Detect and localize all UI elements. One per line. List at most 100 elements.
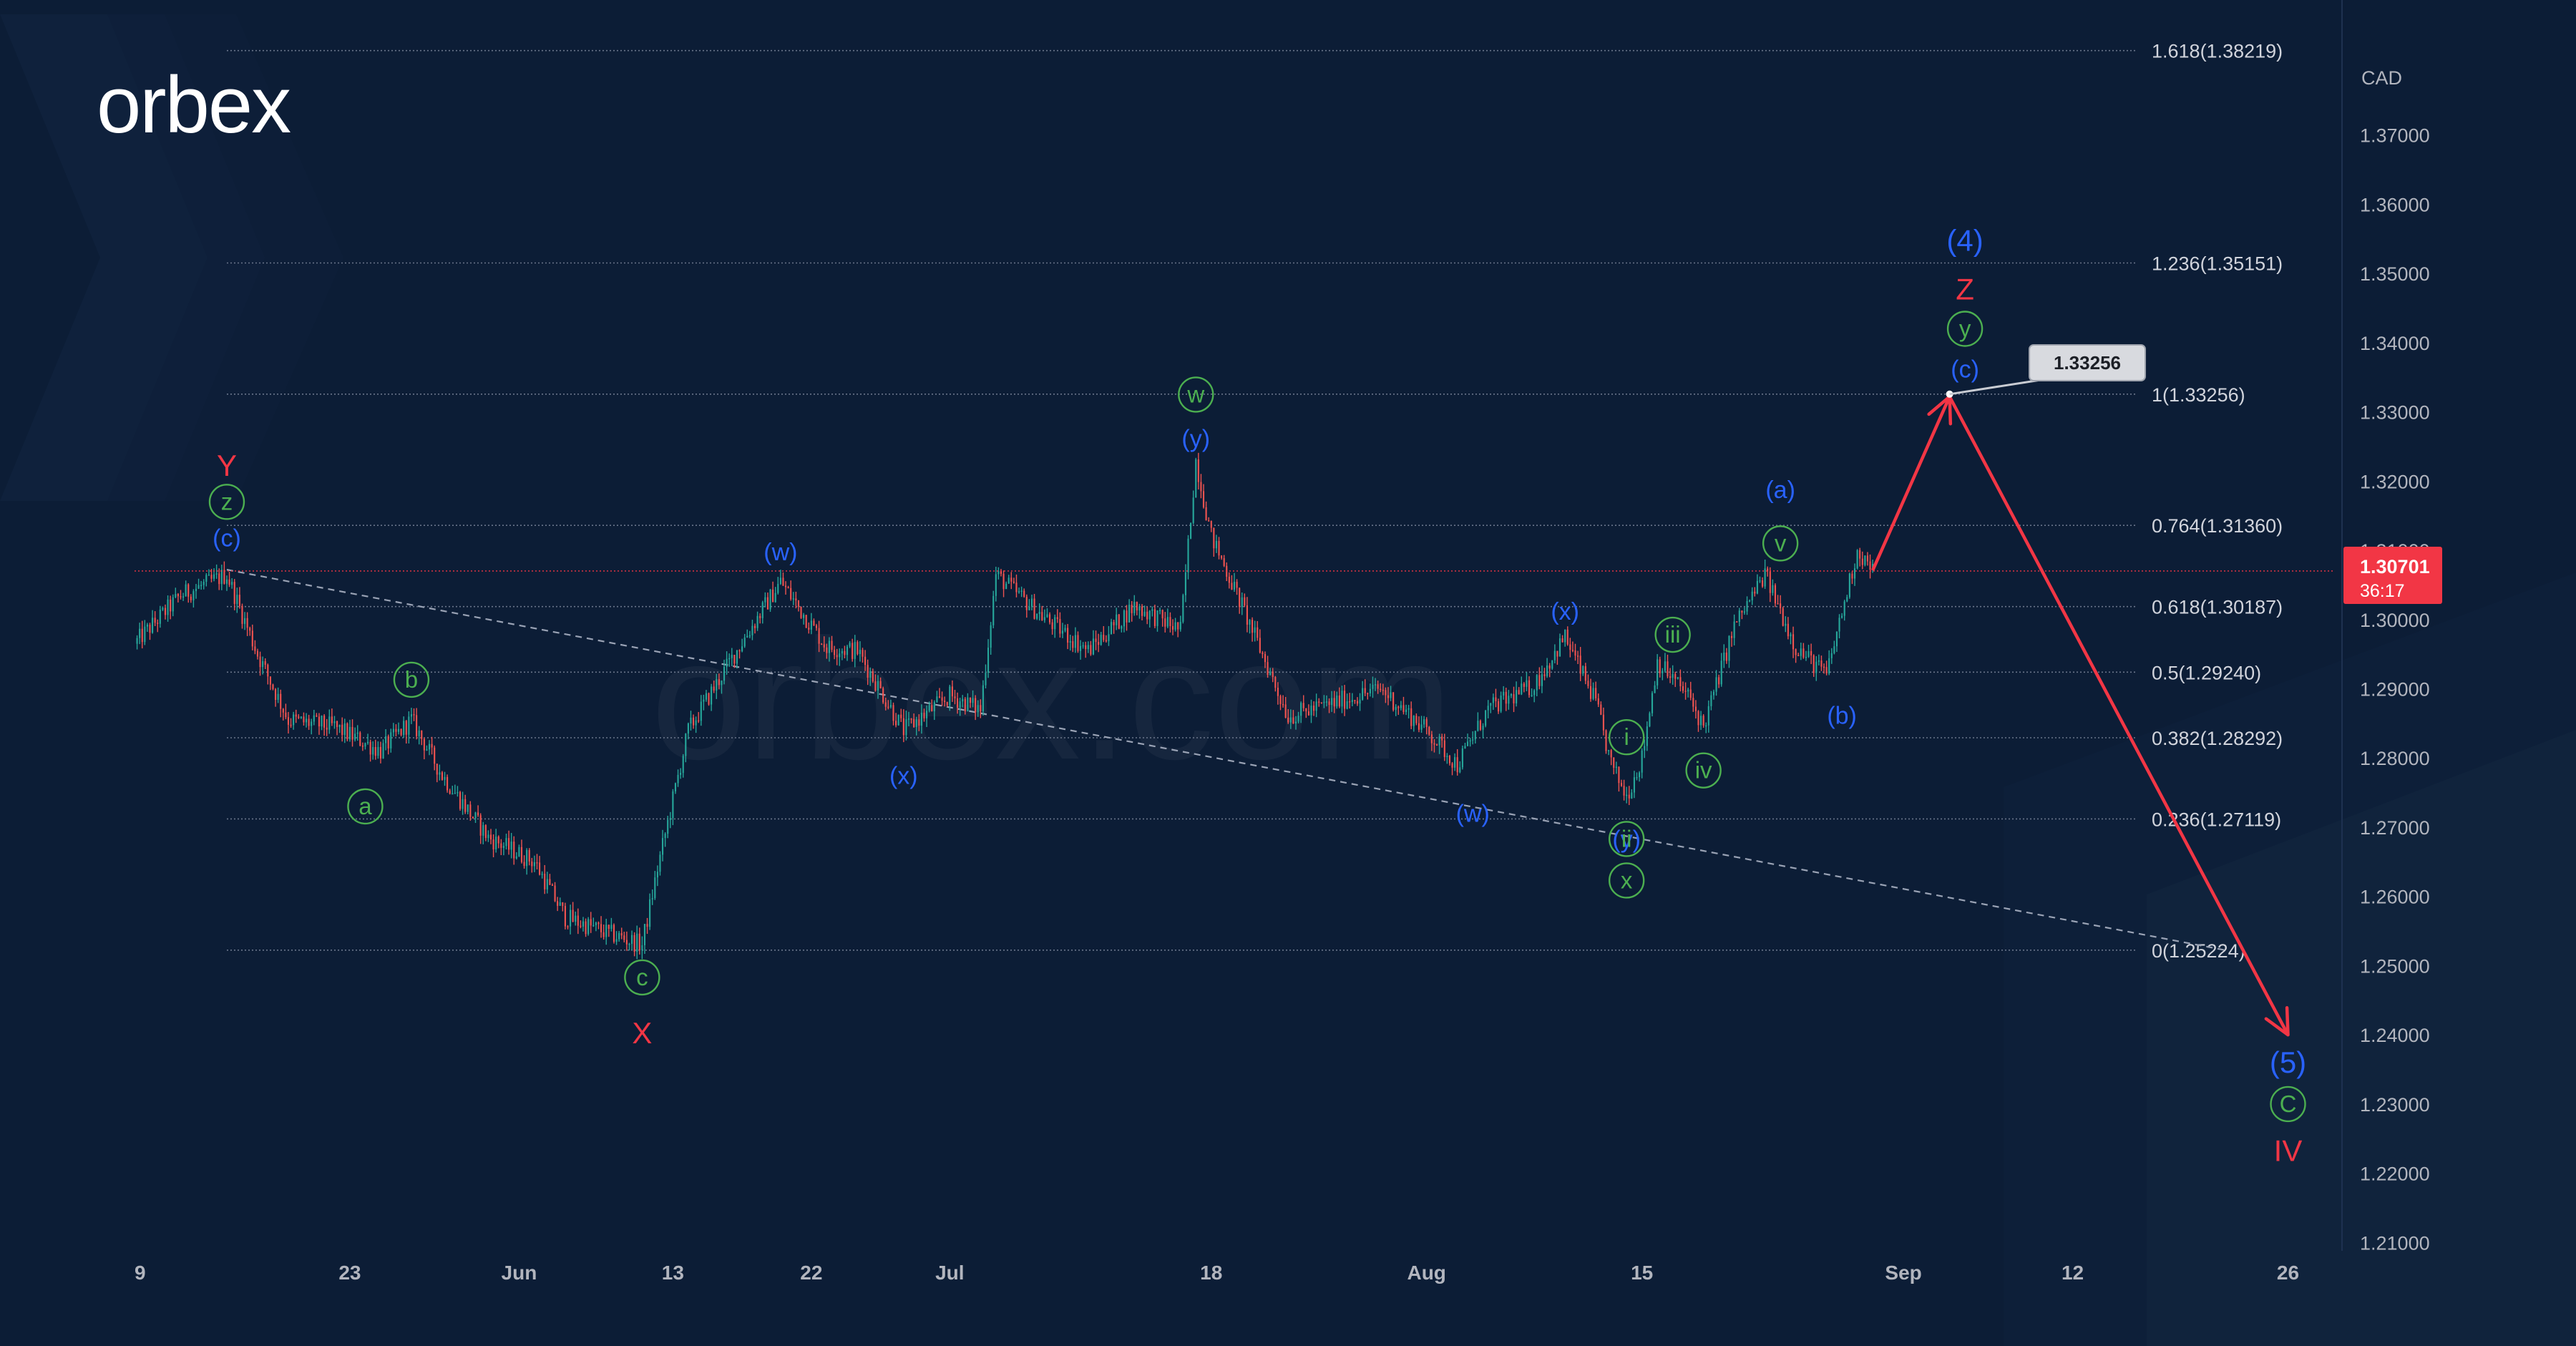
current-price-tag-layer: 1.30701 36:17 (2343, 546, 2442, 604)
candle-body (1657, 659, 1659, 686)
candle-body (1813, 655, 1815, 673)
candle-body (1566, 629, 1568, 645)
candle-body (1092, 638, 1095, 655)
candle-body (1210, 520, 1212, 528)
candle-body (1054, 617, 1056, 630)
candle-body (421, 730, 423, 739)
candle-body (1571, 650, 1574, 651)
candle-body (1500, 695, 1502, 712)
candle-body (766, 597, 769, 610)
fib-level-label: 1.236(1.35151) (2152, 253, 2283, 274)
candle-body (1684, 691, 1687, 692)
candle-body (377, 746, 379, 756)
x-axis: 9 23 Jun 13 22 Jul 18 Aug 15 Sep 12 26 (135, 1262, 2299, 1284)
candle-body (1425, 719, 1428, 727)
candle-body (667, 819, 669, 834)
y-tick-label: 1.24000 (2360, 1025, 2430, 1046)
candle-body (149, 624, 151, 633)
candle-body (1023, 590, 1025, 597)
candle-body (1864, 555, 1866, 565)
candle-body (1577, 655, 1579, 657)
candle-body (1269, 671, 1272, 676)
candle-body (721, 681, 723, 686)
candle-body (293, 714, 295, 726)
candle-body (1759, 580, 1761, 582)
candle-body (1392, 692, 1395, 711)
candle-body (1669, 676, 1672, 678)
candle-body (803, 615, 805, 618)
candle-body (1085, 645, 1087, 650)
candle-body (1087, 645, 1089, 650)
candle-body (641, 945, 643, 951)
candle-body (1485, 710, 1487, 726)
candle-body (1584, 666, 1586, 681)
candle-body (1121, 626, 1123, 629)
candle-body (1061, 630, 1064, 634)
candle-body (462, 799, 464, 809)
candle-body (1454, 757, 1456, 768)
candle-body (1438, 736, 1440, 746)
target-callout-pointer (1949, 378, 2046, 396)
x-tick-label: 13 (662, 1262, 684, 1284)
candle-body (1323, 701, 1325, 703)
x-tick-label: Aug (1407, 1262, 1445, 1284)
candle-body (197, 585, 200, 589)
candle-body (746, 635, 748, 638)
candle-body (416, 715, 418, 736)
candle-body (753, 625, 756, 628)
candle-body (1325, 701, 1328, 703)
candle-body (569, 909, 572, 927)
candle-body (366, 741, 369, 743)
candle-body (515, 856, 517, 859)
candle-body (482, 825, 484, 836)
candle-body (892, 705, 894, 721)
candle-body (887, 706, 889, 708)
candle-body (1177, 622, 1179, 630)
candle-body (972, 698, 974, 703)
wave-label-circle (1608, 821, 1645, 857)
wave-label: Y (217, 449, 237, 482)
candle-body (944, 701, 946, 703)
candle-body (318, 716, 321, 727)
candle-body (862, 650, 864, 657)
candle-body (1423, 719, 1425, 725)
candle-body (1626, 794, 1628, 796)
candle-body (520, 847, 523, 862)
candle-body (1610, 750, 1612, 758)
candle-body (925, 711, 928, 718)
candle-body (761, 602, 763, 618)
candle-body (879, 681, 882, 688)
wave-label: w (1186, 381, 1204, 407)
candle-body (1446, 756, 1448, 757)
candle-body (964, 698, 966, 711)
candle-body (457, 791, 459, 794)
candle-body (907, 718, 910, 720)
candle-body (1030, 598, 1033, 608)
candle-body (316, 715, 318, 717)
wave-label-circle (1608, 719, 1645, 756)
x-tick-label: 12 (2062, 1262, 2084, 1284)
candle-body (600, 924, 602, 932)
candle-body (213, 574, 215, 579)
candle-body (1008, 577, 1010, 584)
candle-body (787, 587, 789, 588)
candle-body (1279, 696, 1282, 704)
candle-body (805, 615, 807, 628)
candle-body (1677, 677, 1679, 679)
candle-body (1574, 650, 1576, 656)
candle-body (651, 898, 653, 899)
candle-body (1667, 661, 1669, 677)
candle-body (1482, 726, 1484, 730)
candle-body (1687, 689, 1689, 692)
candle-body (623, 935, 625, 940)
candle-body (439, 772, 441, 775)
candle-body (1346, 701, 1348, 709)
candle-body (949, 686, 951, 706)
candle-body (1608, 750, 1610, 751)
candle-body (469, 804, 472, 817)
candle-body (1651, 693, 1654, 713)
candle-body (1802, 648, 1805, 658)
wave-label-circle (1608, 862, 1645, 899)
candle-body (477, 812, 479, 816)
candle-body (1761, 580, 1764, 587)
